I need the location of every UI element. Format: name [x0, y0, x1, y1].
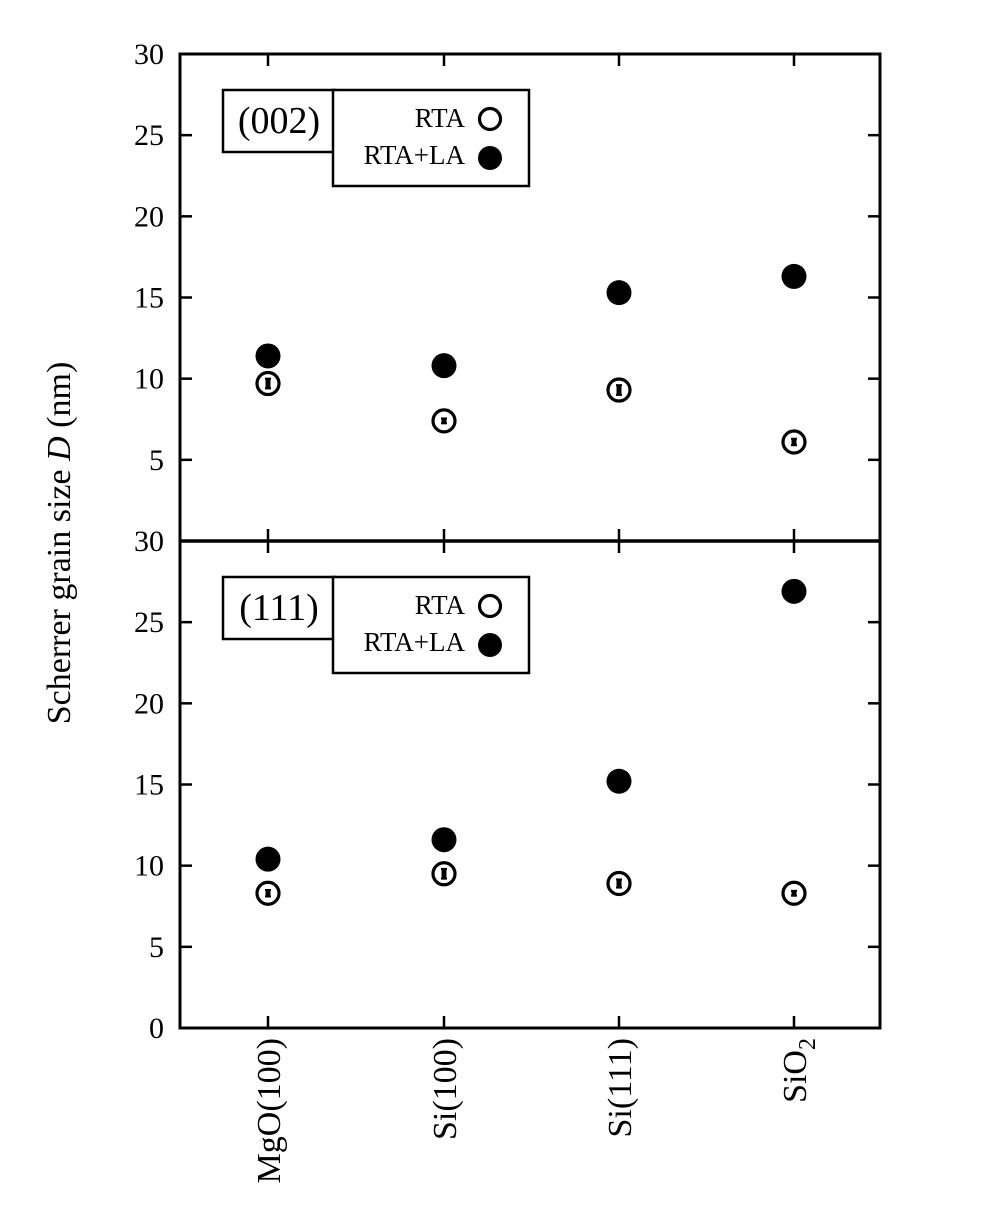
panel-1-ytick-label: 30: [134, 525, 164, 558]
x-category-label: Si(111): [602, 1038, 639, 1137]
x-category-label-base: Si(100): [427, 1038, 464, 1140]
panel-1-ytick-label: 25: [134, 606, 164, 639]
panel-0-legend-label-rta-la: RTA+LA: [364, 140, 466, 170]
panel-1-rta-la-point: [781, 578, 807, 604]
panel-0-legend: RTA RTA+LA: [331, 88, 531, 188]
y-axis-label-prefix: Scherrer grain size: [41, 461, 78, 724]
panel-0-ytick-label: 30: [134, 38, 164, 71]
panel-1-ytick-label: 10: [134, 850, 164, 883]
legend-layer: (002) RTA RTA+LA (111) RTA RTA+LA: [221, 88, 531, 675]
panel-0-ytick-label: 10: [134, 363, 164, 396]
panel-0-ytick-label: 20: [134, 200, 164, 233]
panel-0-legend-marker-rta-la: [478, 146, 502, 170]
panel-0-ytick-label: 25: [134, 119, 164, 152]
panel-0-legend-marker-rta: [477, 106, 503, 132]
x-category-label: Si(100): [427, 1038, 464, 1140]
axes-layer: 5 10 15 20 25 30 0 5 10 15 20 25 30 MgO(100) Si(100) Si…: [134, 38, 882, 1183]
panel-0-ytick-label: 15: [134, 282, 164, 315]
panel-1-legend-marker-rta: [477, 593, 503, 619]
x-category-label-base: Si(111): [602, 1038, 639, 1137]
panel-0-tag-label: (002): [238, 100, 320, 142]
panel-1-legend-frame: [331, 575, 531, 675]
panel-1-ytick-label: 20: [134, 687, 164, 720]
panel-1-ytick-label: 15: [134, 769, 164, 802]
panel-1-ytick-label: 0: [149, 1012, 164, 1045]
panel-0-legend-label-rta: RTA: [415, 103, 466, 133]
y-axis-label-var: D: [41, 436, 78, 462]
panel-0-rta-la-point: [781, 263, 807, 289]
panel-0-rta-la-point: [431, 353, 457, 379]
x-category-label: SiO2: [777, 1038, 821, 1103]
panel-0-tag-frame: [221, 88, 337, 154]
panel-1-legend-label-rta: RTA: [415, 590, 466, 620]
panel-1-tag-box: (111): [221, 575, 337, 641]
panel-1-rta-la-point: [431, 827, 457, 853]
panel-1-ytick-label: 5: [149, 931, 164, 964]
panel-0-ytick-label: 5: [149, 444, 164, 477]
panel-1-rta-la-point: [606, 768, 632, 794]
y-axis-label-suffix: (nm): [41, 362, 78, 437]
panel-1-rta-la-point: [255, 846, 281, 872]
marks-layer: [255, 263, 807, 906]
x-category-label: MgO(100): [251, 1038, 288, 1183]
x-category-label-subscript: 2: [795, 1038, 821, 1050]
panel-0-tag-box: (002): [221, 88, 337, 154]
panel-1-legend-marker-rta-la: [478, 633, 502, 657]
panel-0-rta-la-point: [606, 280, 632, 306]
x-category-label-base: MgO(100): [251, 1038, 288, 1183]
panel-1-tag-label: (111): [239, 587, 319, 629]
panel-0-legend-frame: [331, 88, 531, 188]
y-axis-label: Scherrer grain size D (nm): [41, 362, 78, 725]
x-category-label-base: SiO: [777, 1050, 814, 1103]
panel-1-legend-label-rta-la: RTA+LA: [364, 627, 466, 657]
panel-1-legend: RTA RTA+LA: [331, 575, 531, 675]
panel-0-rta-la-point: [255, 343, 281, 369]
